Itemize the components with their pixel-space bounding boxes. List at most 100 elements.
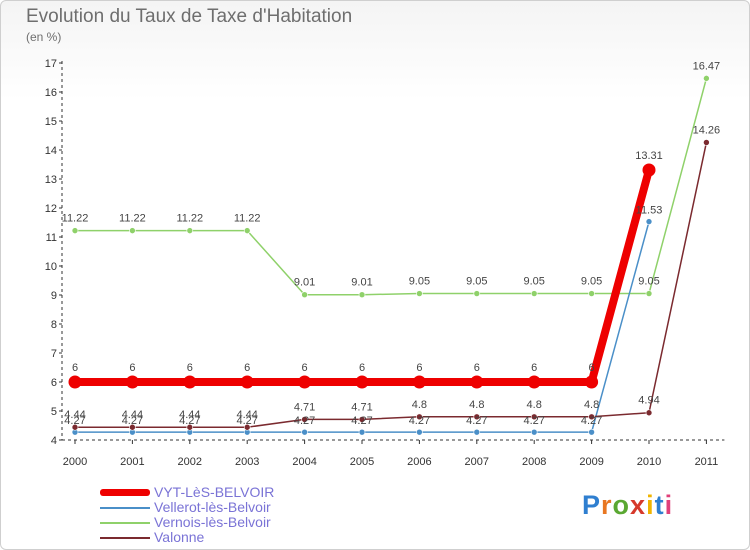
data-point xyxy=(703,139,710,146)
legend-swatch xyxy=(100,522,150,524)
data-point xyxy=(71,227,79,234)
data-label: 6 xyxy=(244,362,250,374)
y-tick-label: 11 xyxy=(46,232,57,244)
data-point xyxy=(240,375,254,389)
data-label: 4.94 xyxy=(638,395,659,407)
data-point xyxy=(588,290,595,297)
data-point xyxy=(129,423,136,431)
data-label: 6 xyxy=(531,362,537,374)
data-point xyxy=(71,423,79,431)
x-tick-label: 2010 xyxy=(637,456,661,468)
legend-label: Valonne xyxy=(154,529,205,545)
y-tick-label: 12 xyxy=(45,203,57,215)
data-label: 6 xyxy=(187,362,193,374)
data-point xyxy=(470,375,484,389)
data-label: 9.01 xyxy=(294,277,315,289)
series-line-2 xyxy=(74,77,708,296)
data-point xyxy=(530,290,538,297)
y-tick-label: 15 xyxy=(45,116,57,128)
data-point xyxy=(588,428,595,436)
data-point xyxy=(125,375,139,389)
x-tick-label: 2001 xyxy=(120,456,144,468)
data-label: 4.8 xyxy=(527,399,542,411)
data-label: 4.44 xyxy=(122,409,143,421)
y-tick-label: 4 xyxy=(51,435,57,447)
data-label: 6 xyxy=(129,362,135,374)
data-point xyxy=(473,413,481,421)
y-tick-label: 9 xyxy=(51,290,57,302)
data-label: 4.44 xyxy=(236,409,257,421)
x-tick-label: 2009 xyxy=(579,456,603,468)
legend-label: VYT-LèS-BELVOIR xyxy=(154,484,275,500)
x-tick-label: 2011 xyxy=(695,456,719,468)
data-label: 11.22 xyxy=(176,213,203,225)
data-point xyxy=(645,218,653,225)
data-label: 16.47 xyxy=(693,60,721,72)
legend-label: Vernois-lès-Belvoir xyxy=(154,514,271,530)
data-label: 6 xyxy=(72,362,78,374)
x-tick-label: 2004 xyxy=(292,456,316,468)
data-label: 11.22 xyxy=(62,213,89,225)
data-point xyxy=(183,375,197,389)
data-point xyxy=(588,413,595,421)
data-point xyxy=(355,375,369,389)
data-label: 11.22 xyxy=(119,213,146,225)
data-label: 4.27 xyxy=(236,415,257,427)
data-point xyxy=(527,375,541,389)
x-tick-label: 2005 xyxy=(350,456,374,468)
data-label: 4.8 xyxy=(469,399,484,411)
data-point xyxy=(642,163,656,177)
legend-swatch xyxy=(100,507,150,509)
legend-label: Vellerot-lès-Belvoir xyxy=(154,499,271,515)
data-label: 4.27 xyxy=(581,415,602,427)
data-point xyxy=(358,416,366,423)
data-point xyxy=(473,428,481,436)
data-point xyxy=(129,227,136,234)
y-tick-label: 10 xyxy=(45,261,57,273)
data-label: 4.27 xyxy=(294,415,315,427)
data-point xyxy=(301,291,308,299)
data-point xyxy=(243,227,251,234)
unit-label: (en %) xyxy=(26,30,62,44)
y-tick-label: 13 xyxy=(45,174,57,186)
data-label: 9.01 xyxy=(351,277,372,289)
data-label: 4.27 xyxy=(351,415,372,427)
data-label: 9.05 xyxy=(409,276,430,288)
data-label: 13.31 xyxy=(635,150,663,162)
y-tick-label: 16 xyxy=(45,87,57,99)
data-label: 9.05 xyxy=(638,276,659,288)
data-label: 4.27 xyxy=(523,415,544,427)
data-point xyxy=(298,375,312,389)
series-line-3 xyxy=(74,141,708,428)
data-label: 4.8 xyxy=(412,399,427,411)
data-point xyxy=(416,413,423,421)
proxiti-logo: Proxiti xyxy=(582,490,674,520)
x-tick-label: 2003 xyxy=(235,456,259,468)
data-label: 11.22 xyxy=(234,213,261,225)
data-label: 14.26 xyxy=(693,124,721,136)
data-label: 4.27 xyxy=(409,415,430,427)
data-point xyxy=(473,290,481,297)
data-label: 6 xyxy=(474,362,480,374)
data-label: 4.27 xyxy=(122,415,143,427)
data-point xyxy=(358,428,366,436)
data-point xyxy=(186,227,194,234)
data-point xyxy=(645,409,653,417)
data-point xyxy=(412,375,426,389)
y-tick-label: 14 xyxy=(45,145,57,157)
data-label: 4.27 xyxy=(466,415,487,427)
data-label: 6 xyxy=(359,362,365,374)
data-point xyxy=(416,290,423,297)
data-label: 4.27 xyxy=(179,415,200,427)
chart-title: Evolution du Taux de Taxe d'Habitation xyxy=(26,6,353,27)
y-tick-label: 8 xyxy=(51,319,57,331)
x-tick-label: 2006 xyxy=(407,456,431,468)
data-label: 11.53 xyxy=(636,205,663,217)
legend-swatch xyxy=(100,537,150,539)
data-label: 9.05 xyxy=(581,276,602,288)
x-tick-label: 2000 xyxy=(63,456,87,468)
data-point xyxy=(358,291,366,299)
data-label: 9.05 xyxy=(466,276,487,288)
